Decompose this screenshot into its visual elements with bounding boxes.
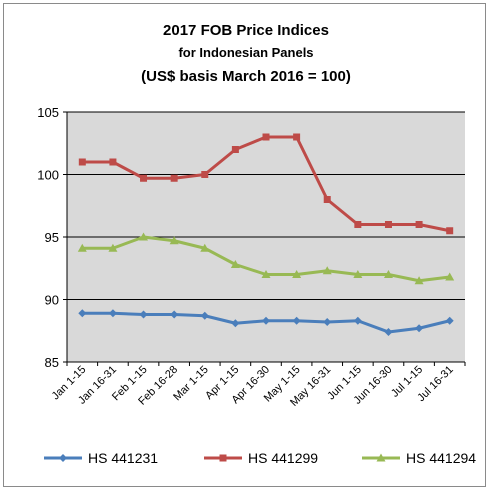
data-point <box>415 221 423 228</box>
data-point <box>140 174 148 182</box>
data-point <box>169 236 179 245</box>
legend-label: HS 441294 <box>406 450 476 466</box>
data-point <box>231 319 240 328</box>
legend: HS 441231 HS 441299 HS 441294 <box>44 450 476 466</box>
data-point <box>77 243 87 252</box>
y-axis: 85 90 95 100 105 <box>37 105 465 370</box>
y-tick-label: 100 <box>37 168 59 183</box>
data-point <box>354 221 362 228</box>
legend-entry: HS 441299 <box>204 450 318 466</box>
line-chart: 2017 FOB Price Indices for Indonesian Pa… <box>37 22 476 466</box>
title-line-3: (US$ basis March 2016 = 100) <box>141 68 351 85</box>
data-point <box>201 171 209 178</box>
data-point <box>293 133 301 141</box>
data-point <box>384 328 393 336</box>
y-tick-label: 85 <box>45 355 59 370</box>
data-point <box>323 196 331 203</box>
data-point <box>384 221 392 228</box>
y-tick-label: 90 <box>45 293 59 308</box>
data-point <box>78 158 86 166</box>
title-line-1: 2017 FOB Price Indices <box>163 22 329 39</box>
y-tick-label: 95 <box>45 230 59 245</box>
legend-marker <box>376 453 386 462</box>
series-hs-441231 <box>78 309 454 336</box>
data-point <box>231 146 239 153</box>
data-point <box>323 318 332 326</box>
data-point <box>415 324 424 333</box>
series-layer <box>77 133 455 336</box>
data-point <box>109 158 117 166</box>
data-point <box>353 316 362 325</box>
data-point <box>414 276 424 285</box>
data-point <box>200 243 210 252</box>
data-point <box>292 316 301 325</box>
legend-entry: HS 441294 <box>362 450 476 466</box>
legend-marker <box>219 454 227 462</box>
data-point <box>108 309 117 318</box>
data-point <box>261 270 271 278</box>
series-hs-441294 <box>77 232 455 285</box>
chart-frame: 2017 FOB Price Indices for Indonesian Pa… <box>3 3 486 487</box>
data-point <box>445 272 455 281</box>
data-point <box>200 311 209 320</box>
title-line-2: for Indonesian Panels <box>178 45 313 60</box>
data-point <box>353 270 363 278</box>
y-tick-label: 105 <box>37 105 59 120</box>
data-point <box>230 260 240 268</box>
data-point <box>262 316 270 325</box>
data-point <box>446 227 454 235</box>
data-point <box>78 309 87 318</box>
data-point <box>170 174 178 182</box>
data-point <box>445 316 454 325</box>
legend-label: HS 441231 <box>88 450 158 466</box>
legend-marker <box>59 454 67 462</box>
data-point <box>262 133 270 141</box>
legend-label: HS 441299 <box>248 450 318 466</box>
data-point <box>292 270 302 278</box>
data-point <box>108 243 118 252</box>
data-point <box>139 232 149 241</box>
data-point <box>322 266 332 275</box>
data-point <box>383 270 393 278</box>
legend-entry: HS 441231 <box>44 450 158 466</box>
series-hs-441299 <box>78 133 454 235</box>
data-point <box>170 310 179 319</box>
data-point <box>139 310 148 319</box>
chart-title: 2017 FOB Price Indices for Indonesian Pa… <box>141 22 351 85</box>
